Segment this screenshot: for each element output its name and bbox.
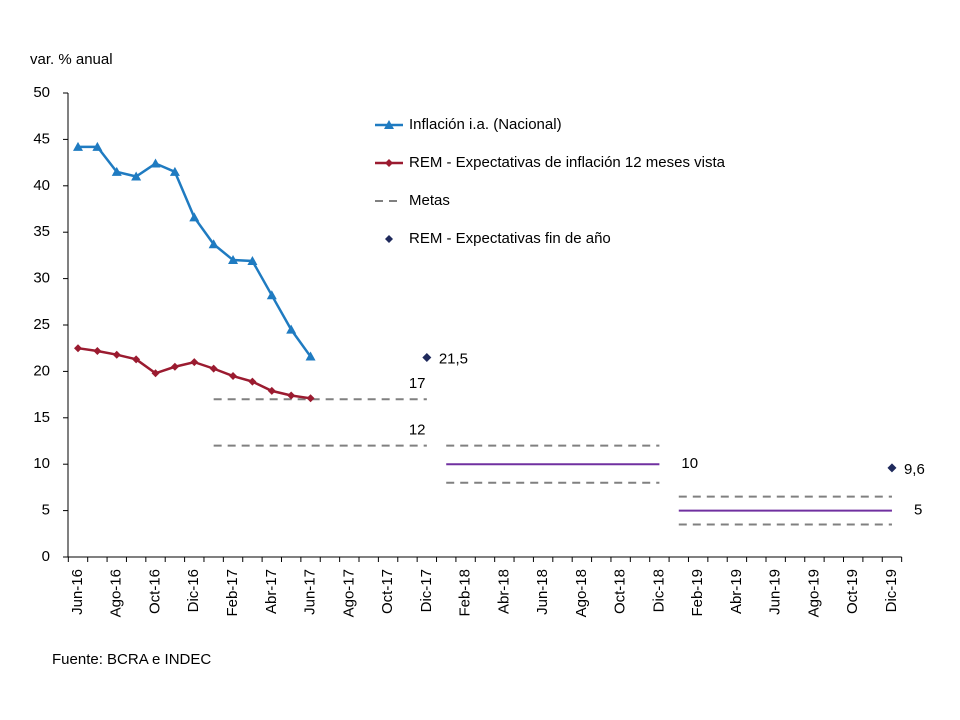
point (305, 351, 316, 361)
point (266, 290, 277, 300)
point (150, 158, 161, 168)
x-tick-label: Oct-17 (379, 569, 396, 614)
x-tick-label: Dic-16 (185, 569, 202, 612)
point (132, 355, 141, 364)
point (229, 372, 238, 381)
legend-label: Inflación i.a. (Nacional) (409, 116, 562, 133)
x-tick-label: Ago-17 (340, 569, 357, 617)
point (385, 235, 393, 243)
point (228, 255, 239, 265)
point (887, 463, 897, 473)
x-tick-label: Dic-18 (650, 569, 667, 612)
x-tick-label: Jun-16 (69, 569, 86, 615)
point (92, 141, 103, 151)
x-tick-label: Jun-19 (767, 569, 784, 615)
x-tick-label: Dic-19 (883, 569, 900, 612)
source: Fuente: BCRA e INDEC (52, 651, 211, 668)
y-axis-label: var. % anual (30, 51, 113, 68)
y-tick-label: 15 (33, 409, 50, 426)
point (111, 166, 122, 176)
point (170, 362, 179, 371)
x-tick-label: Jun-18 (534, 569, 551, 615)
y-tick-label: 5 (42, 502, 50, 519)
legend-label: Metas (409, 192, 450, 209)
point (169, 166, 180, 176)
point (385, 159, 393, 167)
point (208, 239, 219, 249)
point (248, 377, 257, 386)
point (287, 391, 296, 400)
point (384, 120, 394, 129)
x-tick-label: Feb-18 (457, 569, 474, 617)
y-tick-label: 10 (33, 455, 50, 472)
x-tick-label: Abr-18 (495, 569, 512, 614)
x-tick-label: Jun-17 (302, 569, 319, 615)
y-tick-label: 20 (33, 362, 50, 379)
x-tick-label: Ago-18 (573, 569, 590, 617)
x-tick-label: Dic-17 (418, 569, 435, 612)
point (112, 350, 121, 359)
y-tick-label: 30 (33, 270, 50, 287)
x-tick-label: Oct-18 (612, 569, 629, 614)
meta-label: 10 (681, 455, 698, 472)
point (267, 386, 276, 395)
point (209, 364, 218, 373)
x-tick-label: Abr-17 (263, 569, 280, 614)
x-tick-label: Oct-19 (844, 569, 861, 614)
x-tick-label: Abr-19 (728, 569, 745, 614)
value-label: 21,5 (439, 350, 468, 367)
x-tick-label: Ago-19 (805, 569, 822, 617)
series-line (78, 145, 312, 358)
x-tick-label: Feb-19 (689, 569, 706, 617)
point (151, 369, 160, 378)
point (422, 352, 432, 362)
y-tick-label: 25 (33, 316, 50, 333)
point (131, 171, 142, 181)
meta-label: 17 (409, 375, 426, 392)
point (286, 324, 297, 334)
y-tick-label: 40 (33, 177, 50, 194)
y-tick-label: 0 (42, 548, 50, 565)
meta-label: 12 (409, 422, 426, 439)
point (73, 141, 83, 151)
point (189, 212, 200, 222)
y-tick-label: 45 (33, 130, 50, 147)
y-tick-label: 35 (33, 223, 50, 240)
point (190, 358, 199, 367)
x-tick-label: Feb-17 (224, 569, 241, 617)
point (74, 344, 82, 353)
x-tick-label: Ago-16 (108, 569, 125, 617)
meta-label: 5 (914, 502, 922, 519)
point (306, 394, 315, 403)
point (247, 255, 258, 265)
value-label: 9,6 (904, 461, 925, 478)
legend-label: REM - Expectativas fin de año (409, 230, 611, 247)
legend-label: REM - Expectativas de inflación 12 meses… (409, 154, 726, 171)
x-tick-label: Oct-16 (146, 569, 163, 614)
y-tick-label: 50 (33, 84, 50, 101)
point (93, 346, 102, 355)
